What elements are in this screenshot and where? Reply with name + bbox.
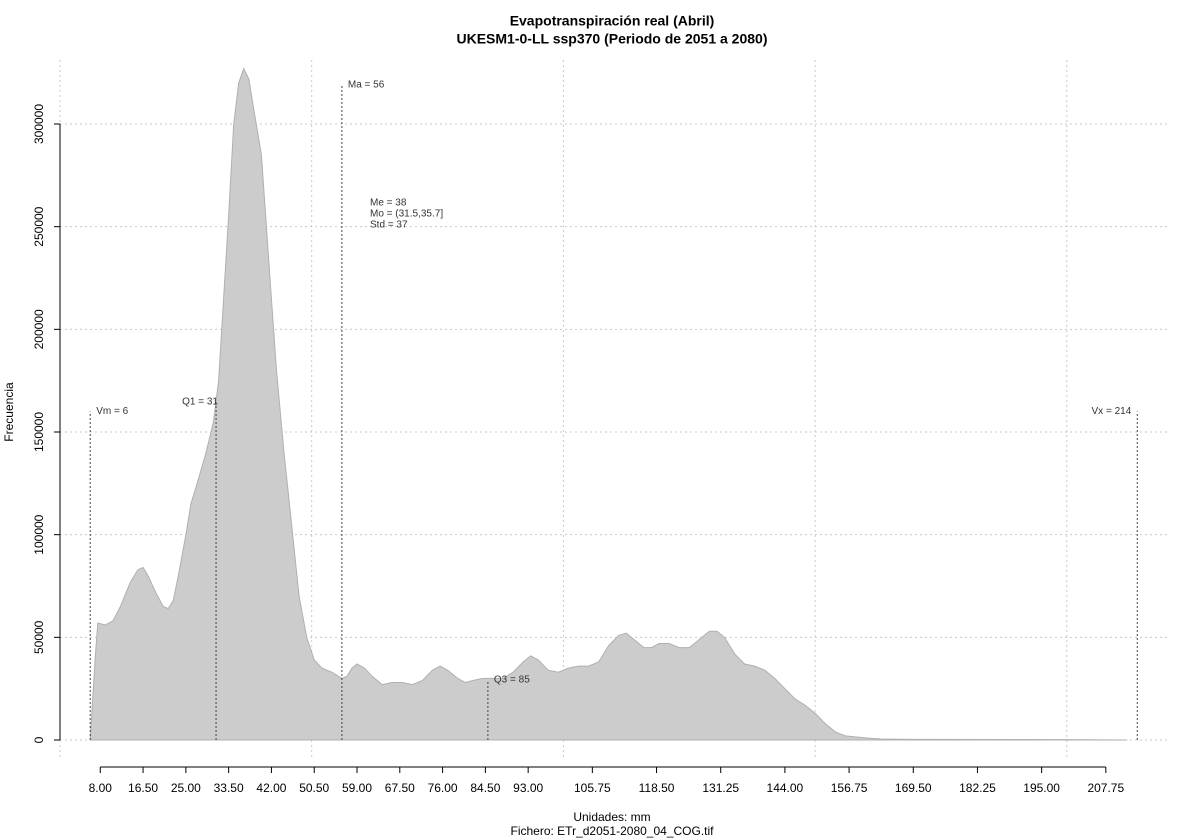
annotation: Q1 = 31	[182, 397, 218, 408]
density-area	[89, 67, 1128, 741]
x-tick-label: 59.00	[342, 781, 372, 795]
y-tick-label: 300000	[32, 104, 46, 144]
stat-label: Me = 38	[370, 198, 407, 209]
annotation: Vx = 214	[1092, 406, 1132, 417]
x-tick-label: 169.50	[895, 781, 932, 795]
x-tick-label: 182.25	[959, 781, 996, 795]
y-tick-label: 0	[32, 736, 46, 743]
x-tick-label: 33.50	[214, 781, 244, 795]
annotation: Ma = 56	[348, 80, 385, 91]
x-tick-label: 76.00	[428, 781, 458, 795]
y-tick-label: 250000	[32, 206, 46, 246]
stat-label: Std = 37	[370, 220, 408, 231]
x-axis-label: Unidades: mm	[573, 810, 650, 824]
stat-label: Mo = (31.5,35.7]	[370, 209, 443, 220]
caption: Fichero: ETr_d2051-2080_04_COG.tif	[511, 824, 715, 838]
x-tick-label: 25.00	[171, 781, 201, 795]
x-tick-label: 84.50	[470, 781, 500, 795]
x-tick-label: 131.25	[702, 781, 739, 795]
x-tick-label: 8.00	[89, 781, 113, 795]
x-tick-label: 16.50	[128, 781, 158, 795]
y-axis-label: Frecuencia	[2, 382, 16, 442]
y-tick-label: 150000	[32, 412, 46, 452]
y-tick-label: 100000	[32, 514, 46, 554]
x-tick-label: 105.75	[574, 781, 611, 795]
chart-title: Evapotranspiración real (Abril)	[510, 13, 715, 29]
x-tick-label: 195.00	[1023, 781, 1060, 795]
x-tick-label: 207.75	[1087, 781, 1124, 795]
x-tick-label: 118.50	[639, 781, 675, 795]
chart-subtitle: UKESM1-0-LL ssp370 (Periodo de 2051 a 20…	[457, 31, 768, 47]
x-tick-label: 67.50	[385, 781, 415, 795]
y-tick-label: 200000	[32, 309, 46, 349]
x-tick-label: 144.00	[767, 781, 804, 795]
x-tick-label: 50.50	[299, 781, 329, 795]
annotation: Vm = 6	[96, 406, 128, 417]
annotation: Q3 = 85	[494, 675, 530, 686]
x-tick-label: 156.75	[831, 781, 868, 795]
y-tick-label: 50000	[32, 620, 46, 654]
x-tick-label: 93.00	[513, 781, 543, 795]
x-tick-label: 42.00	[256, 781, 286, 795]
